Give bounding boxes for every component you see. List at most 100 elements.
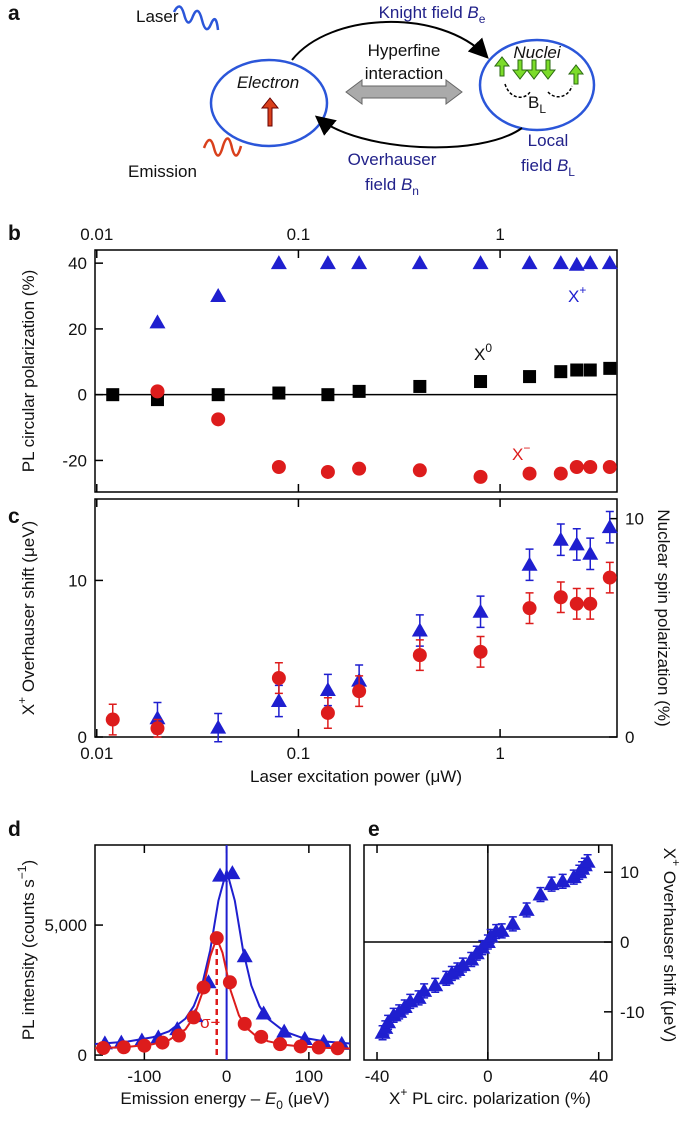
overhauser-arrow [314,115,523,149]
label-part: Overhauser shift (μeV) [19,521,38,697]
marker [583,363,597,377]
label-part: L [539,102,546,116]
y2-tick-label: 0 [620,933,629,952]
label-part: + [669,859,683,866]
y-tick-label: 10 [68,571,87,590]
x-tick-label: 0.1 [287,225,311,244]
marker [412,463,427,478]
nuclei-label: Nuclei [513,43,561,62]
marker [210,719,227,734]
marker [553,466,568,481]
y2-axis-title: X+ Overhauser shift (μeV) [660,848,683,1042]
knight-field-label: Knight field Be [379,3,486,26]
marker [521,556,538,571]
label-part: field [521,156,557,175]
label-part: X [568,287,579,306]
label-part: Knight field [379,3,468,22]
local-field-label: Local [528,131,569,150]
marker [602,460,617,475]
diagram: Laser Emission Electron Nuclei Hyperfine… [128,3,596,198]
hyperfine-arrow [345,79,463,105]
label-part: E [265,1089,277,1108]
emission-wave [202,137,243,157]
marker [413,379,427,393]
marker [427,977,444,992]
x-tick-label: 0.1 [287,744,311,763]
marker [412,648,427,663]
series-label: X0 [474,341,492,364]
marker [171,1028,186,1043]
marker [330,1041,345,1056]
local-field-label: field BL [521,156,575,179]
x-tick-label: 0 [222,1067,231,1086]
marker [319,255,336,270]
y-axis-title: PL circular polarization (%) [19,270,38,473]
electron-label: Electron [237,73,299,92]
marker [472,255,489,270]
overhauser-label: field Bn [365,175,419,198]
marker [554,873,571,888]
label-part: X [474,345,485,364]
emission-label: Emission [128,162,197,181]
marker [473,644,488,659]
nuclear-field-label: BL [528,93,546,116]
label-part: field [365,175,401,194]
label-part: L [568,165,575,179]
label-part: Emission energy – [120,1089,265,1108]
y2-tick-label: 10 [620,863,639,882]
marker [212,867,229,882]
marker [569,460,584,475]
y-tick-label: 0 [78,728,87,747]
marker [553,590,568,605]
label-part: −1 [15,865,29,879]
label-part: PL circ. polarization (%) [407,1089,591,1108]
label-part: n [412,184,419,198]
label-part: X [660,848,679,859]
marker [150,384,165,399]
knight-arrow [291,21,489,61]
fit-line [94,935,351,1050]
marker [352,461,367,476]
marker [582,545,599,560]
x-axis-title: Laser excitation power (μW) [250,767,462,786]
marker [416,982,433,997]
label-part: B [401,175,412,194]
y-tick-label: 5,000 [44,916,87,935]
panel-label: a [8,2,20,25]
label-part: 0 [485,341,492,355]
label-part: + [400,1085,407,1099]
hyperfine-label: Hyperfine [368,41,441,60]
marker [522,466,537,481]
marker [254,1029,269,1044]
marker [521,255,538,270]
marker [209,931,224,946]
marker [319,682,336,697]
marker [411,255,428,270]
marker [583,596,598,611]
y-tick-label: 40 [68,254,87,273]
marker [236,948,253,963]
marker [320,705,335,720]
marker [523,370,537,384]
hyperfine-label: interaction [365,64,443,83]
marker [569,596,584,611]
nuclei-ellipse [478,38,596,132]
marker [105,712,120,727]
label-part: B [557,156,568,175]
marker [493,922,510,937]
marker [255,1005,272,1020]
marker [271,671,286,686]
x-tick-label: 0.01 [80,225,113,244]
marker [137,1038,152,1053]
marker [149,710,166,725]
x-tick-label: 0.01 [80,744,113,763]
panel-label: e [368,818,380,841]
label-part: Overhauser shift (μeV) [660,866,679,1042]
x-tick-label: -100 [127,1067,161,1086]
marker [210,288,227,303]
marker [149,314,166,329]
x-axis-title: X+ PL circ. polarization (%) [389,1085,591,1108]
marker [601,519,618,534]
series-label: X− [512,441,530,464]
